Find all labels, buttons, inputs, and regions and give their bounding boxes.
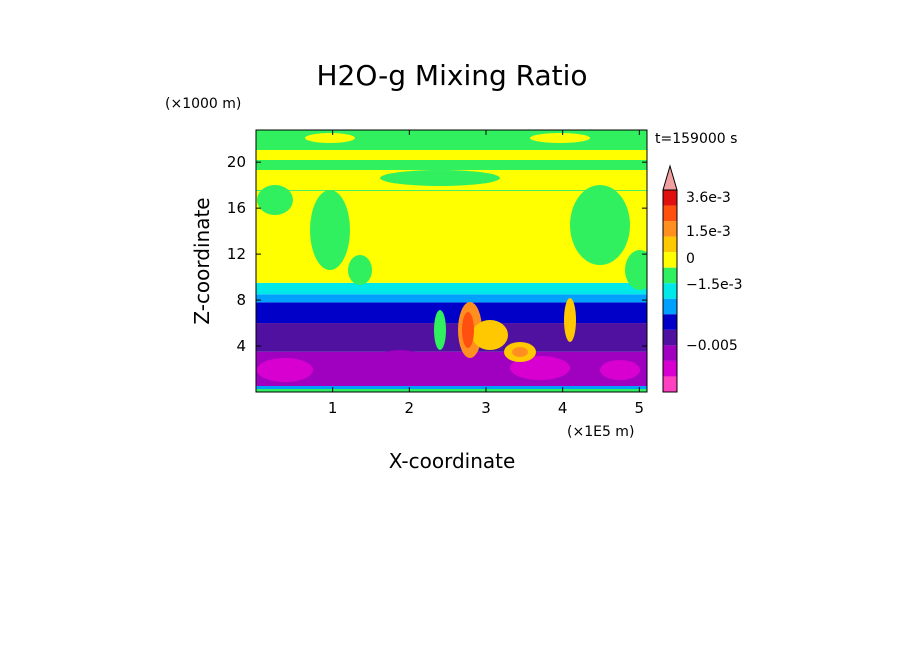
x-tick-label: 5	[635, 399, 645, 417]
x-tick-label: 3	[481, 399, 491, 417]
y-axis-label: Z-coordinate	[190, 197, 214, 324]
x-tick-label: 1	[328, 399, 338, 417]
colorbar-segment	[663, 190, 677, 206]
chart-title: H2O-g Mixing Ratio	[316, 59, 587, 92]
colorbar-labels: 3.6e-3 1.5e-3 0 −1.5e-3 −0.005	[686, 190, 743, 354]
field-feature	[570, 185, 630, 265]
band-light-blue	[256, 294, 647, 303]
colorbar-segment	[663, 283, 677, 299]
field-feature	[600, 360, 640, 380]
y-tick-label: 16	[227, 199, 246, 217]
colorbar-arrow	[662, 164, 678, 191]
plot-frame	[255, 129, 648, 393]
field-feature	[564, 298, 576, 342]
colorbar-segment	[663, 221, 677, 237]
colorbar	[662, 164, 678, 393]
plot-area	[255, 129, 648, 393]
y-tick-label: 12	[227, 245, 246, 263]
y-tick-label: 8	[236, 291, 246, 309]
y-tick-label: 4	[236, 337, 246, 355]
field-feature	[310, 190, 350, 270]
colorbar-segment	[663, 252, 677, 268]
colorbar-segment	[663, 314, 677, 330]
colorbar-segment	[663, 376, 677, 392]
colorbar-level-label: 0	[686, 251, 695, 267]
mixing-ratio-field	[256, 130, 647, 392]
field-feature	[257, 185, 293, 215]
x-tick-label: 4	[558, 399, 568, 417]
field-feature	[380, 170, 500, 186]
band-lower-purple	[256, 351, 647, 387]
field-feature	[256, 150, 647, 160]
time-label: t=159000 s	[655, 131, 737, 147]
field-feature	[462, 312, 474, 348]
colorbar-segment	[663, 345, 677, 361]
colorbar-level-label: −0.005	[686, 338, 738, 354]
band-surface	[256, 386, 647, 392]
colorbar-segment	[663, 236, 677, 253]
colorbar-level-label: −1.5e-3	[686, 277, 743, 293]
x-scale-label: (×1E5 m)	[567, 424, 634, 440]
field-feature	[625, 250, 647, 290]
band-mid-purple	[256, 323, 647, 352]
field-feature	[375, 350, 425, 370]
y-tick-label: 20	[227, 153, 246, 171]
y-axis-ticks: 4 8 12 16 20	[227, 153, 647, 355]
field-feature	[472, 320, 508, 350]
colorbar-segment	[663, 298, 677, 315]
field-feature	[530, 133, 590, 143]
colorbar-frame	[662, 189, 678, 393]
colorbar-segment	[663, 205, 677, 222]
field-feature	[305, 133, 355, 143]
field-feature	[256, 386, 647, 389]
field-feature	[348, 255, 372, 285]
colorbar-segment	[663, 329, 677, 346]
band-cyan	[256, 282, 647, 295]
x-axis-ticks: 1 2 3 4 5	[328, 130, 644, 417]
x-tick-label: 2	[405, 399, 415, 417]
colorbar-level-label: 1.5e-3	[686, 224, 731, 240]
field-feature	[512, 347, 528, 357]
field-feature	[434, 310, 446, 350]
colorbar-level-label: 3.6e-3	[686, 190, 731, 206]
band-blue	[256, 302, 647, 324]
x-axis-label: X-coordinate	[389, 449, 516, 473]
field-feature	[510, 356, 570, 380]
colorbar-segment	[663, 267, 677, 284]
field-feature	[257, 358, 313, 382]
y-scale-label: (×1000 m)	[165, 96, 241, 112]
colorbar-segment	[663, 360, 677, 377]
